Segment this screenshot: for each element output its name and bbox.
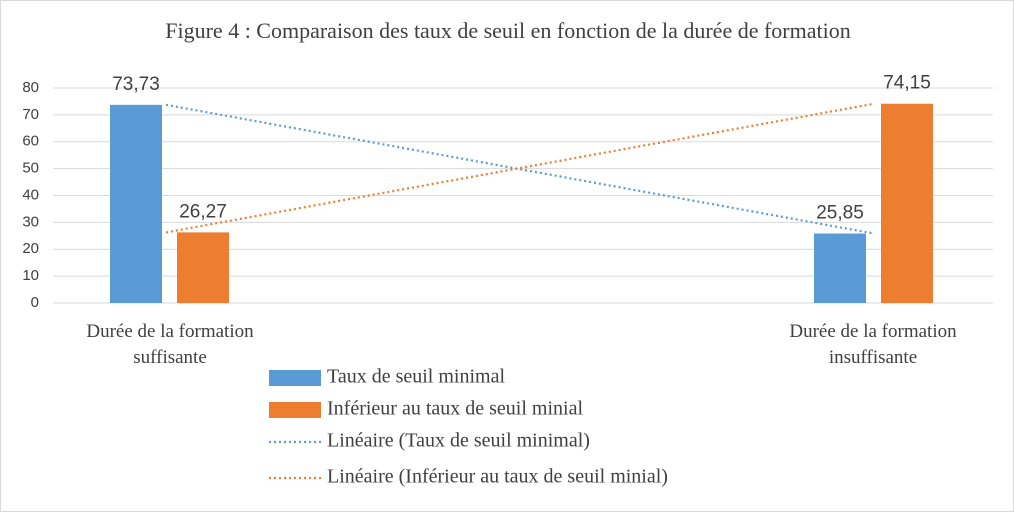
data-label: 74,15 [883,73,931,94]
data-label: 73,73 [112,74,160,95]
y-tick-label: 30 [22,213,39,230]
y-tick-label: 50 [22,160,39,177]
legend-label: Inférieur au taux de seuil minial [327,398,583,420]
bar [814,233,866,303]
y-tick-label: 80 [22,79,39,96]
y-tick-label: 70 [22,106,39,123]
legend-swatch [269,370,321,386]
bar [110,104,162,304]
trendline [165,103,875,235]
bar [177,232,229,303]
data-label: 26,27 [179,201,227,222]
legend-label: Taux de seuil minimal [327,366,505,388]
y-tick-label: 60 [22,133,39,150]
y-tick-label: 40 [22,186,39,203]
bar [881,103,933,303]
y-tick-label: 10 [22,267,39,284]
y-tick-label: 20 [22,240,39,257]
legend-swatch [269,402,321,418]
legend-label: Linéaire (Taux de seuil minimal) [327,430,590,452]
y-tick-label: 0 [31,294,39,311]
x-tick-label: Durée de la formation suffisante [86,321,254,368]
data-label: 25,85 [816,203,864,224]
legend-label: Linéaire (Inférieur au taux de seuil min… [327,466,668,488]
trendline [165,102,875,234]
chart-title: Figure 4 : Comparaison des taux de seuil… [165,18,850,43]
x-tick-label: Durée de la formation insuffisante [789,321,957,368]
